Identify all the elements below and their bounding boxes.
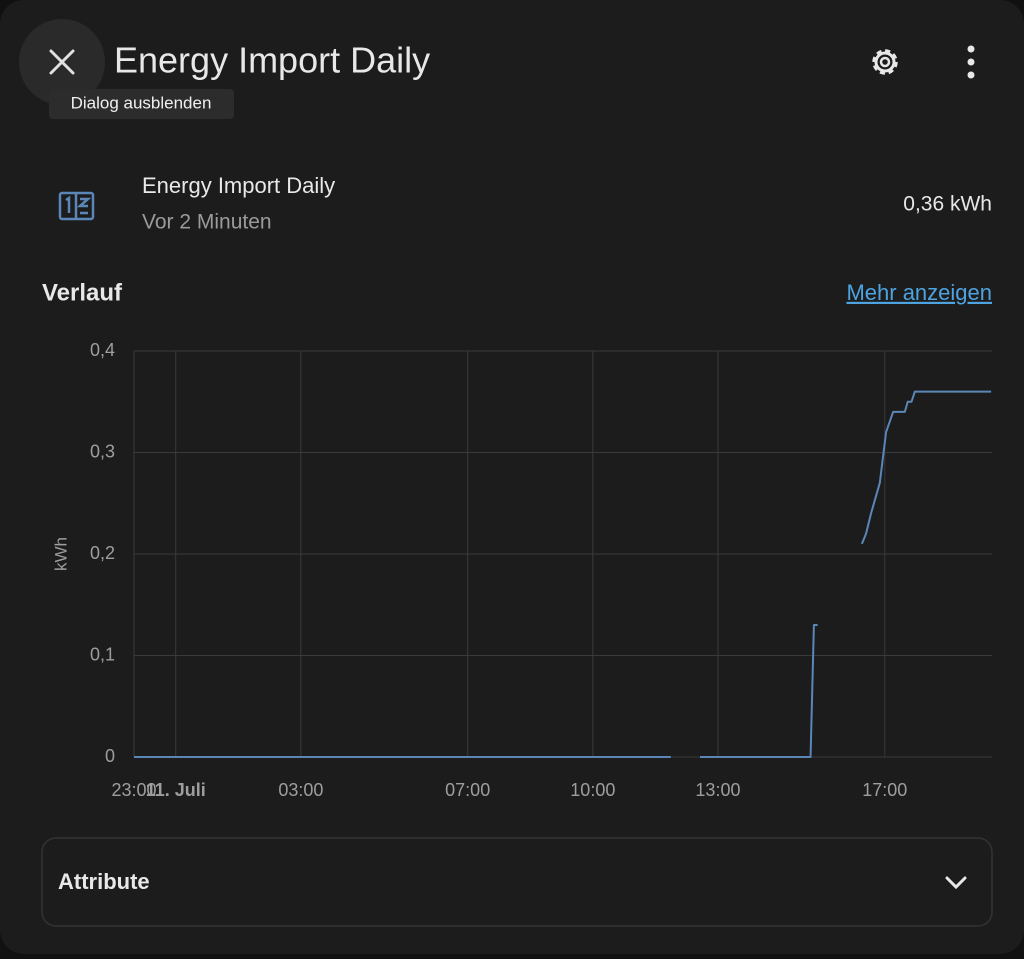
y-axis-label: kWh — [51, 537, 70, 571]
x-tick-label: 10:00 — [570, 780, 615, 800]
data-line — [134, 390, 992, 758]
x-tick-label: 13:00 — [695, 780, 740, 800]
section-title: Verlauf — [42, 279, 123, 306]
dialog-title: Energy Import Daily — [114, 40, 430, 81]
x-tick-label: 07:00 — [445, 780, 490, 800]
attributes-title: Attribute — [58, 869, 150, 894]
close-icon — [49, 49, 75, 75]
icon-digits — [65, 195, 92, 215]
x-tick-label: 03:00 — [278, 780, 323, 800]
expand-chevron — [945, 876, 967, 890]
entity-last-changed: Vor 2 Minuten — [142, 211, 272, 234]
y-tick-label: 0 — [105, 746, 115, 766]
entity-name: Energy Import Daily — [142, 173, 335, 198]
menu-dot — [967, 71, 975, 79]
y-tick-label: 0,1 — [90, 644, 115, 664]
gear-ring — [874, 51, 896, 73]
entity-icon — [58, 191, 95, 221]
more-link[interactable]: Mehr anzeigen — [846, 280, 992, 305]
entity-state: 0,36 kWh — [903, 193, 992, 216]
tooltip-text: Dialog ausblenden — [71, 93, 212, 112]
gear-teeth — [872, 49, 898, 75]
attributes-card[interactable] — [41, 837, 993, 927]
tooltip — [49, 89, 234, 119]
gear-hub — [879, 56, 891, 68]
settings-button[interactable] — [872, 49, 898, 75]
menu-dot — [967, 45, 975, 53]
x-tick-label: 17:00 — [862, 780, 907, 800]
x-tick-label: 23:00 — [111, 780, 156, 800]
menu-button[interactable] — [967, 45, 975, 79]
x-tick-label: 11. Juli — [146, 780, 206, 800]
y-tick-label: 0,4 — [90, 340, 115, 360]
menu-dot — [967, 58, 975, 66]
y-tick-label: 0,2 — [90, 543, 115, 563]
y-tick-label: 0,3 — [90, 441, 115, 461]
